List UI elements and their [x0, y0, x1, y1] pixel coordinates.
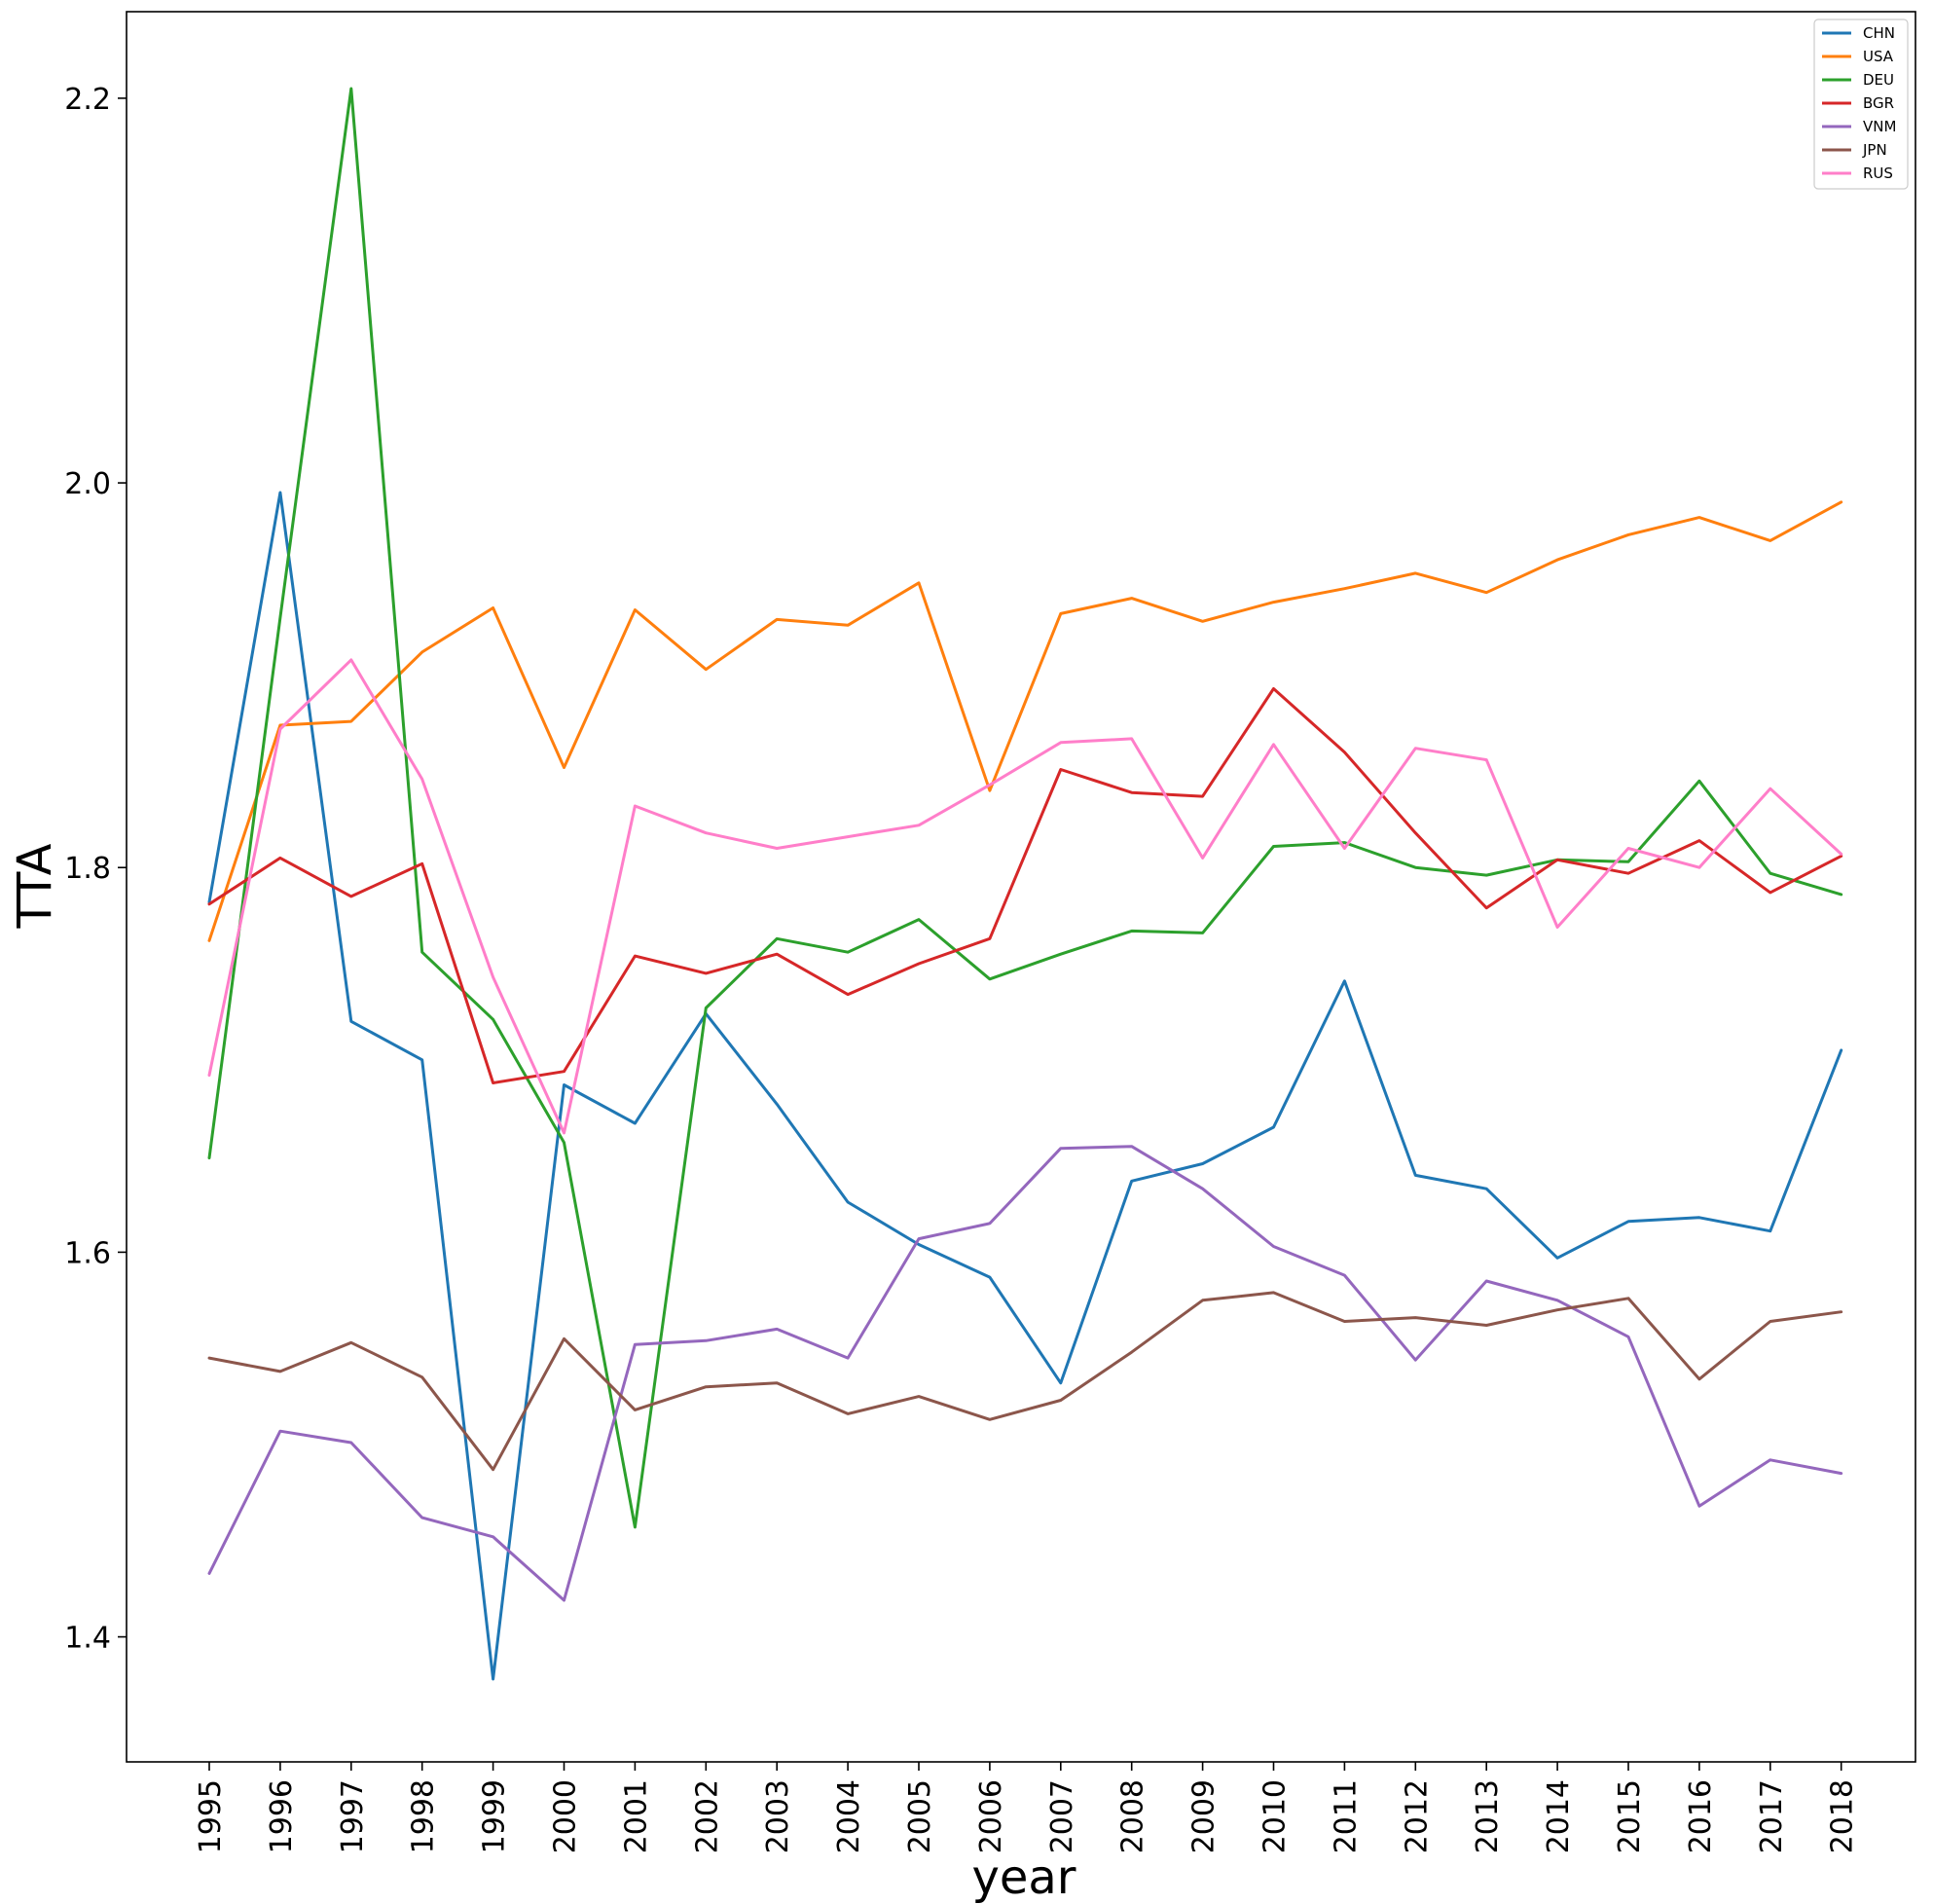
legend-label-deu: DEU	[1863, 71, 1894, 89]
plot-frame	[126, 11, 1916, 1763]
legend-label-chn: CHN	[1863, 24, 1895, 42]
x-tick-label: 2008	[1116, 1779, 1150, 1853]
x-tick-label: 2011	[1329, 1779, 1363, 1853]
x-axis: 1995 1996 1997 1998 1999 2000 2001 2002 2003 2004…	[194, 1762, 1860, 1853]
x-tick-label: 2003	[761, 1779, 795, 1853]
x-tick-label: 2013	[1471, 1779, 1505, 1853]
x-tick-label: 1996	[265, 1779, 299, 1853]
y-tick-label: 1.8	[64, 852, 111, 886]
x-tick-label: 1997	[336, 1779, 370, 1853]
legend-label-usa: USA	[1863, 48, 1894, 65]
x-tick-label: 2018	[1826, 1779, 1860, 1853]
y-axis: 1.4 1.6 1.8 2.0 2.2	[64, 83, 127, 1656]
x-tick-label: 2017	[1755, 1779, 1789, 1853]
x-tick-label: 2005	[903, 1779, 937, 1853]
legend: CHN USA DEU BGR VNM JPN RUS	[1813, 18, 1909, 190]
x-tick-label: 2010	[1258, 1779, 1293, 1853]
x-tick-label: 2012	[1400, 1779, 1434, 1853]
legend-label-vnm: VNM	[1863, 118, 1896, 135]
x-tick-label: 2004	[832, 1779, 866, 1853]
legend-label-rus: RUS	[1863, 165, 1893, 182]
series-line-usa	[207, 500, 1843, 942]
series-line-deu	[207, 87, 1843, 1529]
legend-label-bgr: BGR	[1863, 94, 1894, 112]
y-tick-label: 2.2	[64, 83, 111, 117]
x-tick-label: 2001	[619, 1779, 653, 1853]
series-line-jpn	[207, 1291, 1843, 1472]
y-axis-label: TTA	[8, 843, 62, 929]
x-tick-label: 2014	[1542, 1779, 1576, 1853]
x-tick-label: 2016	[1684, 1779, 1718, 1853]
x-tick-label: 2002	[690, 1779, 724, 1853]
series-line-bgr	[207, 687, 1843, 1084]
y-tick-label: 1.4	[64, 1622, 111, 1656]
series-line-rus	[207, 658, 1843, 1135]
legend-label-jpn: JPN	[1862, 141, 1887, 159]
x-tick-label: 2006	[974, 1779, 1008, 1853]
legend-box	[1813, 18, 1909, 190]
x-tick-label: 1998	[407, 1779, 441, 1853]
x-tick-label: 2015	[1613, 1779, 1647, 1853]
y-tick-label: 2.0	[64, 467, 111, 501]
x-tick-label: 2000	[549, 1779, 583, 1853]
x-tick-label: 2007	[1045, 1779, 1079, 1853]
x-tick-label: 2009	[1187, 1779, 1222, 1853]
y-tick-label: 1.6	[64, 1236, 111, 1270]
series-line-chn	[207, 491, 1843, 1681]
x-tick-label: 1999	[478, 1779, 512, 1853]
series-lines	[207, 87, 1843, 1681]
series-line-vnm	[207, 1145, 1843, 1602]
x-tick-label: 1995	[194, 1779, 228, 1853]
x-axis-label: year	[971, 1850, 1076, 1904]
